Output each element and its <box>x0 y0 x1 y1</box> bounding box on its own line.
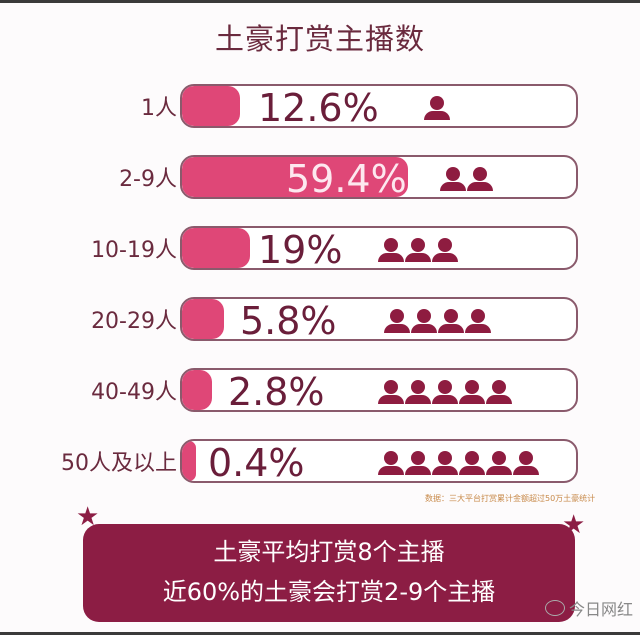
source-footnote: 数据：三大平台打赏累计金额超过50万土豪统计 <box>425 494 596 503</box>
person-icon <box>378 451 404 475</box>
person-icon <box>486 380 512 404</box>
bar-value: 0.4% <box>208 441 305 483</box>
bar-row: 50人及以上 0.4% <box>0 439 640 485</box>
watermark: 今日网红 <box>545 596 633 620</box>
summary-line-1: 土豪平均打赏8个主播 <box>213 538 445 566</box>
wechat-icon <box>545 600 565 616</box>
person-icon <box>459 451 485 475</box>
chart-title: 土豪打赏主播数 <box>214 22 425 56</box>
person-icon <box>405 238 431 262</box>
summary-line-2: 近60%的土豪会打赏2-9个主播 <box>162 578 496 606</box>
person-icon <box>405 451 431 475</box>
bar-row: 40-49人 2.8% <box>0 368 640 414</box>
bar-fill <box>182 370 212 410</box>
bar-track: 19% <box>180 226 578 270</box>
people-icons <box>384 309 491 333</box>
bar-fill <box>182 86 240 126</box>
bar-track: 59.4% <box>180 155 578 199</box>
summary-box: 土豪平均打赏8个主播 近60%的土豪会打赏2-9个主播 <box>83 524 575 622</box>
bar-fill <box>182 299 224 339</box>
person-icon <box>424 96 450 120</box>
bar-fill <box>182 228 250 268</box>
bar-label: 50人及以上 <box>61 451 177 476</box>
bar-value: 2.8% <box>228 370 325 412</box>
people-icons <box>378 380 512 404</box>
person-icon <box>384 309 410 333</box>
people-icons <box>424 96 450 120</box>
bar-value: 5.8% <box>240 299 337 341</box>
bar-row: 1人 12.6% <box>0 84 640 130</box>
bar-fill <box>182 441 196 481</box>
bar-track: 0.4% <box>180 439 578 483</box>
bar-label: 10-19人 <box>91 238 177 263</box>
people-icons <box>378 451 539 475</box>
person-icon <box>378 238 404 262</box>
star-icon: ★ <box>76 502 100 532</box>
person-icon <box>438 309 464 333</box>
person-icon <box>440 167 466 191</box>
bar-track: 2.8% <box>180 368 578 412</box>
bottom-border <box>0 632 640 635</box>
bar-row: 2-9人 59.4% <box>0 155 640 201</box>
person-icon <box>405 380 431 404</box>
bar-track: 5.8% <box>180 297 578 341</box>
person-icon <box>411 309 437 333</box>
people-icons <box>378 238 458 262</box>
people-icons <box>440 167 493 191</box>
bar-label: 1人 <box>141 96 177 121</box>
person-icon <box>432 451 458 475</box>
top-border <box>0 0 640 3</box>
bar-track: 12.6% <box>180 84 578 128</box>
bar-value: 59.4% <box>286 157 407 199</box>
person-icon <box>513 451 539 475</box>
person-icon <box>432 238 458 262</box>
watermark-text: 今日网红 <box>569 600 634 619</box>
bar-row: 20-29人 5.8% <box>0 297 640 343</box>
bar-label: 20-29人 <box>91 309 177 334</box>
person-icon <box>467 167 493 191</box>
person-icon <box>459 380 485 404</box>
bar-label: 2-9人 <box>119 167 177 192</box>
bar-row: 10-19人 19% <box>0 226 640 272</box>
bar-fill <box>182 157 408 197</box>
bar-label: 40-49人 <box>91 380 177 405</box>
person-icon <box>432 380 458 404</box>
person-icon <box>378 380 404 404</box>
bar-value: 12.6% <box>258 86 379 128</box>
bar-value: 19% <box>258 228 343 270</box>
person-icon <box>486 451 512 475</box>
person-icon <box>465 309 491 333</box>
